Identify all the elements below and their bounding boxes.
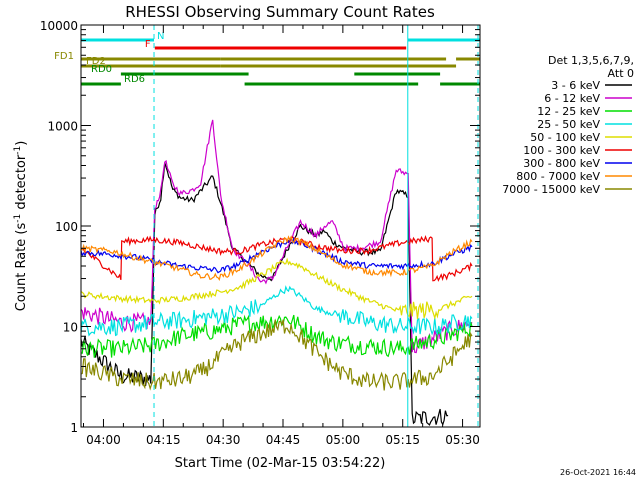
legend-label-3: 25 - 50 keV xyxy=(537,118,600,131)
series-line-7000-15000-kev xyxy=(80,319,473,391)
legend-header-line1: Det 1,3,5,6,7,9, xyxy=(548,54,634,67)
flag-label-n: N xyxy=(157,31,164,42)
x-tick-label-4: 05:00 xyxy=(326,433,361,447)
series-line-100-300-kev xyxy=(80,235,473,282)
series-line-300-800-kev xyxy=(80,236,473,274)
x-tick-label-0: 04:00 xyxy=(86,433,121,447)
series-line-800-7000-kev xyxy=(80,235,473,282)
y-tick-label-0: 1 xyxy=(70,421,78,435)
legend-header-line2: Att 0 xyxy=(608,67,634,80)
series-line-50-100-kev xyxy=(80,257,473,321)
series-line-3-6-kev xyxy=(80,162,449,426)
x-tick-label-3: 04:45 xyxy=(266,433,301,447)
y-tick-label-4: 10000 xyxy=(40,19,78,33)
y-tick-label-1: 10 xyxy=(63,321,78,335)
flag-label-fd1: FD1 xyxy=(54,51,74,62)
legend-label-6: 300 - 800 keV xyxy=(523,157,600,170)
legend-label-5: 100 - 300 keV xyxy=(523,144,600,157)
y-tick-label-2: 100 xyxy=(55,220,78,234)
timestamp: 26-Oct-2021 16:44 xyxy=(560,468,636,477)
x-tick-label-1: 04:15 xyxy=(146,433,181,447)
flag-label-f: F xyxy=(145,39,151,50)
x-tick-label-6: 05:30 xyxy=(445,433,480,447)
legend-label-7: 800 - 7000 keV xyxy=(516,170,600,183)
series-layer xyxy=(80,119,473,426)
x-tick-label-2: 04:30 xyxy=(206,433,241,447)
x-axis-label: Start Time (02-Mar-15 03:54:22) xyxy=(175,456,386,471)
legend-label-4: 50 - 100 keV xyxy=(530,131,600,144)
x-tick-label-5: 05:15 xyxy=(385,433,420,447)
legend-label-1: 6 - 12 keV xyxy=(544,92,600,105)
legend-label-8: 7000 - 15000 keV xyxy=(502,183,600,196)
flag-label-rd6: RD6 xyxy=(124,74,145,85)
chart-title: RHESSI Observing Summary Count Rates xyxy=(125,3,435,21)
y-axis-label: Count Rate (s-1 detector-1) xyxy=(13,141,29,312)
flag-label-rd0: RD0 xyxy=(91,64,112,75)
legend-label-2: 12 - 25 keV xyxy=(537,105,600,118)
y-axis: 1 10 100 1000 10000 xyxy=(40,19,480,435)
series-line-25-50-kev xyxy=(80,285,473,337)
y-tick-label-3: 1000 xyxy=(47,120,78,134)
x-axis: 04:00 04:15 04:30 04:45 05:00 05:15 05:30 xyxy=(83,25,480,447)
legend-label-0: 3 - 6 keV xyxy=(551,79,600,92)
flag-label-fd2: FD2 xyxy=(86,56,106,67)
